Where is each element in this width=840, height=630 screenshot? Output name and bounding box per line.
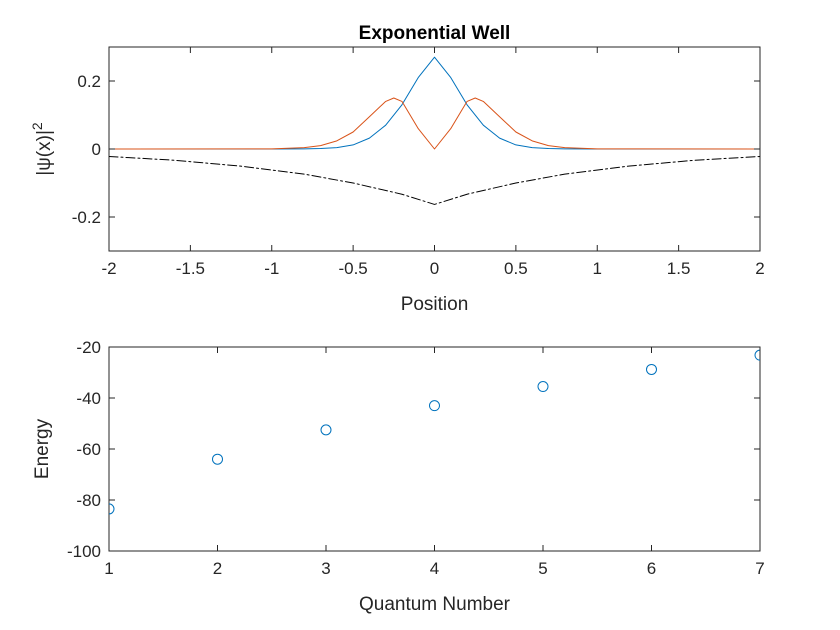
x-tick-label: 0	[430, 259, 439, 278]
y-axis-label: |ψ(x)|2	[29, 122, 55, 176]
data-point	[109, 503, 115, 515]
data-point	[537, 381, 549, 393]
chart-2: 1 2 3 4 5 6 7 -100 -80 -60 -40 -20 Quantum Number Ene…	[32, 338, 765, 615]
x-tick-label: 3	[321, 559, 330, 578]
x-tick-label: 0.5	[504, 259, 528, 278]
plot-area	[109, 56, 760, 205]
x-tick-label: 4	[430, 559, 439, 578]
x-tick-label: 5	[538, 559, 547, 578]
x-tick-label: 1.5	[667, 259, 691, 278]
x-tick-label: -1.5	[176, 259, 205, 278]
x-tick-label: -0.5	[338, 259, 367, 278]
x-tick-label: 2	[213, 559, 222, 578]
y-axis-label: Energy	[32, 418, 53, 479]
x-tick-label: -2	[101, 259, 116, 278]
y-tick-label: -20	[76, 338, 101, 357]
plot-area	[109, 349, 760, 515]
data-point	[429, 400, 440, 412]
y-tick-label: -0.2	[72, 208, 101, 227]
y-axis-label-text: |ψ(x)|	[34, 130, 55, 176]
series-line-3	[109, 155, 760, 205]
x-axis-label: Position	[401, 294, 469, 315]
y-tick-label: -40	[76, 389, 101, 408]
y-tick-label: -80	[76, 491, 101, 510]
y-tick-label: 0.2	[77, 72, 101, 91]
y-axis-label-superscript: 2	[29, 122, 45, 130]
x-tick-label: 2	[755, 259, 764, 278]
y-tick-label: -60	[76, 440, 101, 459]
chart-title: Exponential Well	[359, 23, 511, 44]
data-point	[646, 363, 657, 375]
x-tick-label: 6	[647, 559, 656, 578]
series-line-1	[109, 56, 760, 150]
data-point	[754, 349, 760, 361]
x-tick-label: 7	[755, 559, 764, 578]
chart-1: -2 -1.5 -1 -0.5 0 0.5 1 1.5 2 -0.2 0 0.2 Exponential…	[29, 23, 765, 315]
series-line-2	[109, 97, 760, 150]
axes-box	[108, 346, 761, 552]
x-tick-label: -1	[264, 259, 279, 278]
y-tick-label: -100	[67, 542, 101, 561]
data-point	[320, 424, 332, 436]
x-axis-label: Quantum Number	[359, 594, 511, 615]
data-point	[212, 453, 223, 465]
y-tick-label: 0	[92, 140, 101, 159]
x-tick-label: 1	[104, 559, 113, 578]
x-tick-label: 1	[593, 259, 602, 278]
y-axis-label-text: Energy	[32, 418, 53, 479]
